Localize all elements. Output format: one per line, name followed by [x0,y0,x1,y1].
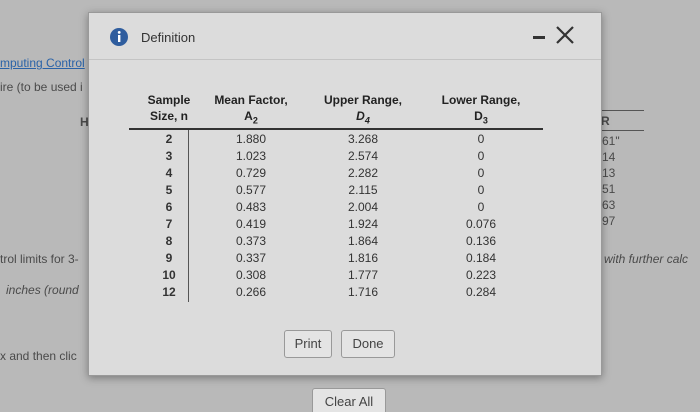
clear-all-button[interactable]: Clear All [312,388,386,412]
window-controls [533,26,574,44]
header-text: Size, n [149,109,188,123]
dialog-title: Definition [141,30,196,45]
table-cell: 0.284 [465,285,497,299]
table-cell: 2 [165,132,173,146]
table-cell: 1.023 [235,149,267,163]
table-cell: 1.924 [347,217,379,231]
table-cell: 0.577 [235,183,267,197]
table-cell: 0.184 [465,251,497,265]
header-symbol: A2 [206,109,296,125]
table-cell: 0.266 [235,285,267,299]
table-cell: 4 [165,166,173,180]
table-cell: 2.115 [348,183,378,197]
table-cell: 1.716 [347,285,379,299]
table-cell: 1.864 [347,234,379,248]
header-symbol: D4 [318,109,408,125]
table-cell: 9 [165,251,173,265]
rule [588,110,644,111]
close-button[interactable] [556,26,574,44]
table-cell: 0.483 [235,200,267,214]
table-cell: 2.282 [347,166,379,180]
header-text: Mean Factor, [214,93,288,107]
table-cell: 0.337 [235,251,267,265]
subscript: 2 [252,115,258,126]
table-cell: 7 [165,217,173,231]
print-button[interactable]: Print [284,330,332,358]
table-cell: 3 [165,149,173,163]
table-cell: 0 [477,149,485,163]
table-cell: 1.816 [347,251,379,265]
bg-text: x and then clic [0,349,77,363]
symbol: A [244,109,253,123]
table-cell: 0.419 [235,217,267,231]
symbol: D [474,109,483,123]
header-text: Upper Range, [323,93,402,107]
table-cell: 0.373 [235,234,267,248]
table-cell: 0 [477,166,485,180]
rule [588,130,644,131]
dialog: Definition Sample Size, n Mean Factor, A2 Up… [88,12,602,376]
column-rule [188,130,189,302]
minimize-button[interactable] [533,36,545,39]
table-cell: 1.777 [347,268,379,282]
table-cell: 2.574 [347,149,379,163]
table-cell: 0.223 [465,268,497,282]
r-header: R [601,114,610,128]
bg-text: H [80,115,89,129]
symbol: D [356,109,365,123]
header-text: Lower Range, [441,93,521,107]
header-text: Sample [147,93,191,107]
table-cell: 8 [165,234,173,248]
bg-text: ire (to be used i [0,80,83,94]
bg-text: g with further calc [594,252,689,266]
bg-text: trol limits for 3- [0,252,79,266]
header-symbol: D3 [436,109,526,125]
table-cell: 1.880 [235,132,267,146]
table-cell: 0.308 [235,268,267,282]
info-icon [110,28,128,46]
table-cell: 2.004 [347,200,379,214]
link[interactable]: mputing Control [0,56,85,70]
done-button[interactable]: Done [341,330,395,358]
table-cell: 0 [477,183,485,197]
table-cell: 10 [162,268,176,282]
header-rule [129,128,543,130]
title-bar [89,13,601,60]
table-cell: 0.076 [465,217,497,231]
table-cell: 0.729 [235,166,267,180]
bg-text: inches (round [6,283,79,297]
table-cell: 3.268 [347,132,379,146]
table-cell: 12 [162,285,176,299]
table-cell: 0.136 [465,234,497,248]
table-cell: 0 [477,200,485,214]
table-cell: 6 [165,200,173,214]
subscript: 4 [364,115,370,126]
table-cell: 5 [165,183,173,197]
subscript: 3 [482,115,488,126]
table-cell: 0 [477,132,485,146]
